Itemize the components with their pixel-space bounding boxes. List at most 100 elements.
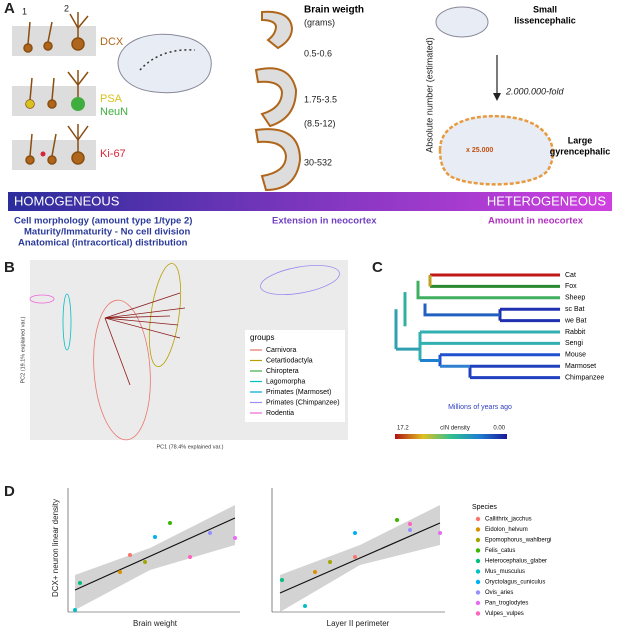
legend-label: Chiroptera [266, 368, 299, 375]
point [353, 555, 357, 559]
point [408, 522, 412, 526]
leaf-label: Sengi [565, 340, 583, 347]
cell-type: 1 [22, 6, 27, 16]
phylogeny [394, 273, 560, 380]
branch [498, 307, 560, 323]
legend-swatch [475, 558, 481, 564]
fold-label: 2.000.000-fold [505, 86, 565, 96]
multiplier: x 25.000 [466, 147, 493, 154]
branch [438, 353, 560, 367]
color-scale [395, 434, 507, 439]
large-label: gyrencephalic [550, 146, 611, 156]
regression-plots [67, 488, 445, 613]
leaf-label: Cat [565, 272, 576, 279]
point [118, 570, 122, 574]
weight-value: (8.5-12) [304, 118, 336, 128]
branch [418, 330, 560, 361]
legend-label: Mus_musculus [485, 569, 525, 575]
y-axis-label: Absolute number (estimated) [424, 37, 434, 153]
legend-label: Eidolon_helvum [485, 527, 528, 533]
leaf-label: sc Bat [565, 306, 585, 313]
legend-label: Rodentia [266, 410, 294, 417]
point [153, 535, 157, 539]
point [303, 604, 307, 608]
point [73, 608, 77, 612]
point [128, 553, 132, 557]
marker-label: PSA [100, 93, 123, 105]
feature: Extension in neocortex [272, 216, 377, 227]
legend-label: Carnivora [266, 347, 296, 354]
scatter-points [73, 518, 442, 612]
weight-value: 1.75-3.5 [304, 94, 337, 104]
point [188, 555, 192, 559]
branch [394, 309, 420, 351]
neuron-rows [12, 12, 96, 170]
legend-label: Primates (Chimpanzee) [266, 399, 340, 406]
legend-title: groups [250, 333, 274, 342]
legend-swatch [475, 548, 481, 553]
small-label: Small [533, 4, 557, 14]
weight-value: 0.5-0.6 [304, 48, 332, 58]
panel-label: A [4, 0, 15, 17]
leaf-label: we Bat [564, 317, 586, 324]
legend-label: Primates (Marmoset) [266, 389, 331, 396]
leaf-label: Mouse [565, 352, 586, 359]
legend-label: Heterocephalus_glaber [485, 559, 547, 565]
leaf-label: Chimpanzee [565, 374, 604, 381]
point [208, 531, 212, 535]
gradient-bar [8, 192, 612, 211]
weight-title: Brain weigth [304, 5, 364, 16]
point [328, 560, 332, 564]
point [280, 578, 284, 582]
feature: Amount in neocortex [488, 216, 584, 227]
large-brain [438, 114, 555, 186]
x-axis-label: Millions of years ago [448, 404, 512, 411]
legend-title: Species [472, 504, 497, 511]
scale-max: 17.2 [397, 426, 409, 432]
legend-swatch [475, 600, 481, 606]
legend-label: Felis_catus [485, 548, 515, 554]
small-brain [435, 6, 489, 38]
scale-min: 0.00 [493, 426, 505, 432]
marker-label: DCX [100, 36, 124, 48]
small-label: lissencephalic [514, 15, 576, 25]
y-axis-label: PC2 (19.1% explained var.) [20, 316, 26, 383]
legend-swatch [475, 537, 481, 543]
pca-overlay [29, 263, 340, 441]
cell-type: 2 [64, 3, 69, 13]
marker-label: NeuN [100, 106, 128, 118]
legend-label: Oryctolagus_cuniculus [485, 580, 545, 586]
point [438, 531, 442, 535]
x-axis-label: PC1 (78.4% explained var.) [157, 444, 224, 450]
point [395, 518, 399, 522]
leaf-label: Rabbit [565, 329, 585, 336]
legend-swatch [475, 611, 481, 616]
leaf-label: Marmoset [565, 363, 596, 370]
large-label: Large [568, 135, 593, 145]
legend-swatch [475, 516, 481, 522]
point [143, 560, 147, 564]
legend-label: Cetartiodactyla [266, 357, 313, 364]
legend [245, 330, 345, 422]
point [168, 521, 172, 525]
point [313, 570, 317, 574]
y-axis-label: DCX+ neuron linear density [51, 499, 60, 597]
weight-value: 30-532 [304, 157, 332, 167]
brain-sketch [117, 33, 212, 94]
point [353, 531, 357, 535]
x-axis-label: Brain weight [133, 619, 178, 628]
gradient-right: HETEROGENEOUS [487, 193, 607, 208]
legend-swatch [475, 590, 481, 595]
feature: Cell morphology (amount type 1/type 2) [14, 216, 192, 227]
branch [423, 303, 500, 317]
panel-label: C [372, 259, 383, 276]
point [233, 536, 237, 540]
leaf-label: Fox [565, 283, 577, 290]
branch [416, 280, 560, 300]
fold-arrow [493, 55, 501, 101]
marker-label: Ki-67 [100, 148, 126, 160]
legend-swatch [475, 579, 481, 585]
scale-title: cIN density [440, 426, 470, 432]
cortex-icons [254, 10, 302, 192]
leaf-label: Sheep [565, 295, 585, 302]
